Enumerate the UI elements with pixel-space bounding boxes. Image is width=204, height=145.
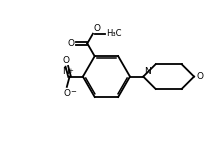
Text: +: + (67, 68, 73, 74)
Text: O: O (63, 88, 70, 97)
Text: −: − (70, 88, 76, 95)
Text: N: N (143, 67, 150, 76)
Text: O: O (63, 56, 70, 65)
Text: O: O (195, 72, 202, 81)
Text: O: O (67, 39, 74, 48)
Text: N: N (62, 67, 68, 76)
Text: H₃C: H₃C (105, 29, 121, 38)
Text: O: O (93, 24, 100, 33)
